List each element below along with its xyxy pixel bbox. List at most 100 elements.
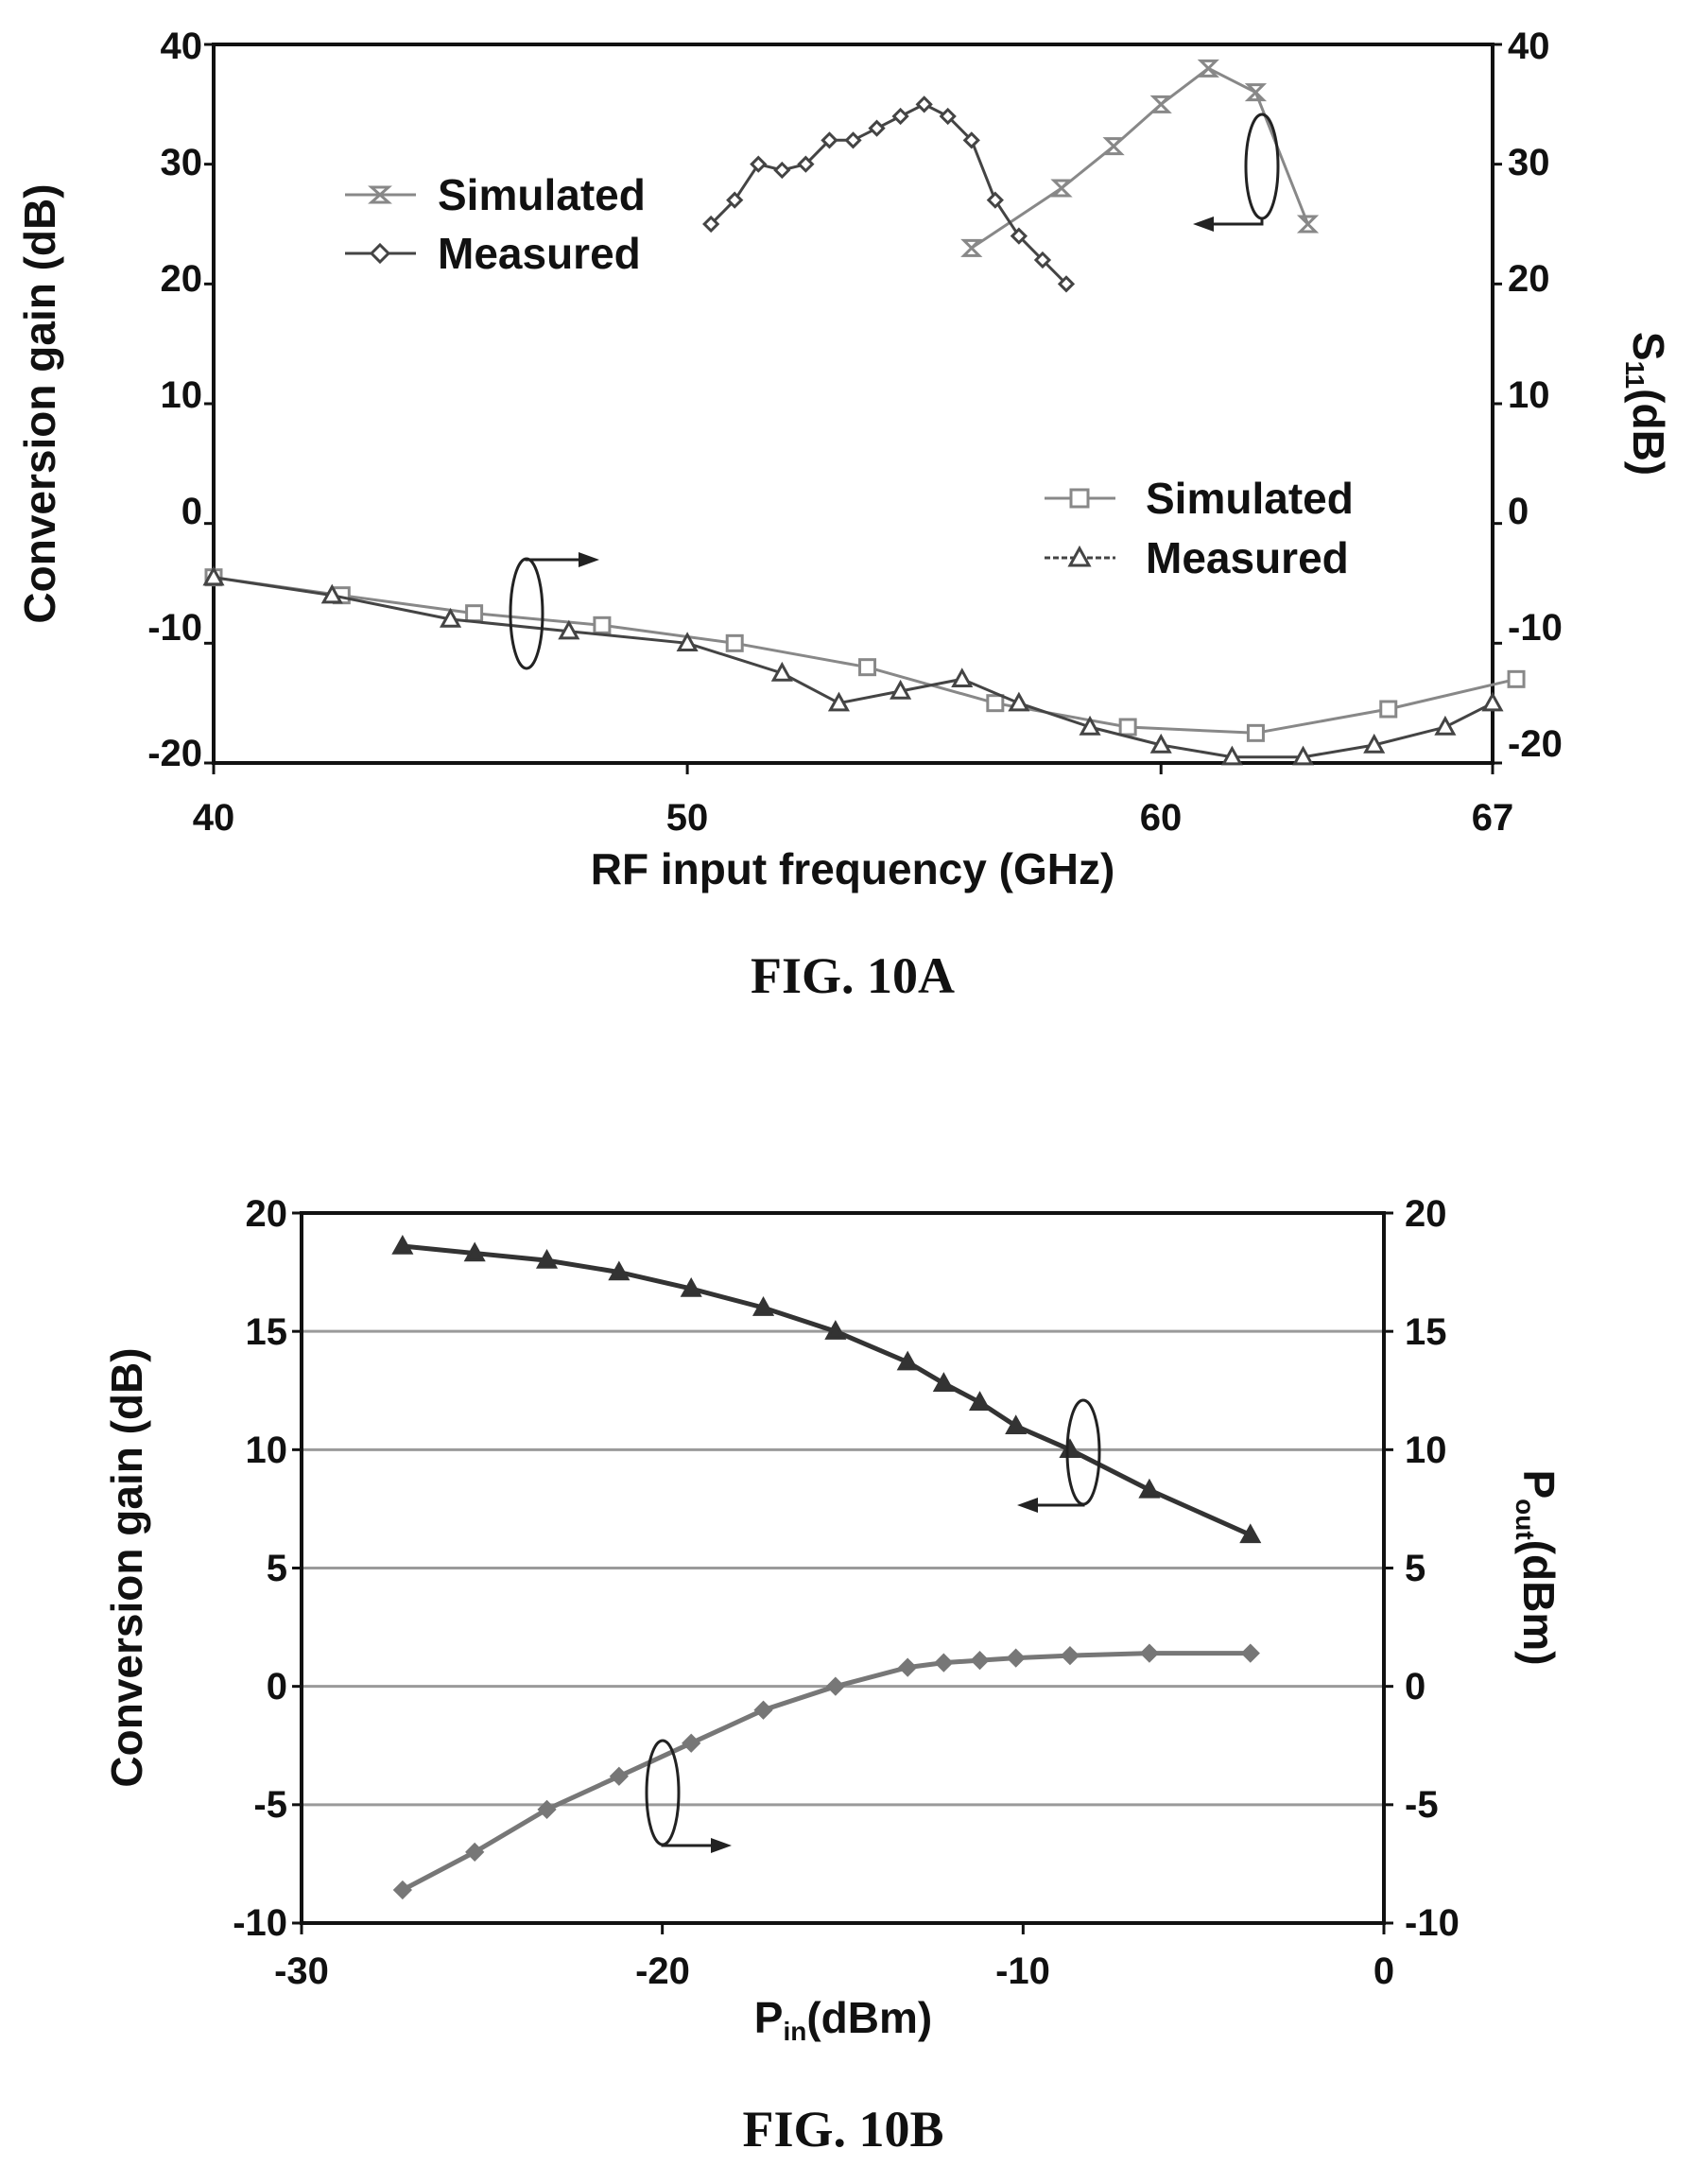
fig10a-axis-indicator-right: [509, 552, 599, 670]
axis-indicator-ellipse: [509, 557, 544, 670]
data-point-square: [1379, 700, 1398, 719]
fig10a-legend-bottom: Simulated Measured: [1045, 474, 1354, 582]
data-point-triangle: [968, 1391, 992, 1411]
fig10b-y-right-label-main: P: [1514, 1469, 1563, 1499]
series-diamond: [702, 95, 1076, 293]
fig10a-y-right-tick: 20: [1508, 258, 1550, 300]
series-diamond: [392, 1643, 1260, 1900]
data-point-diamond: [609, 1766, 629, 1786]
legend-square-marker: [1069, 488, 1090, 509]
data-point-square: [1118, 718, 1137, 737]
fig10a-x-ticks: 40 50 60 67: [193, 797, 1514, 839]
fig-10b: 20 15 10 5 0 -5 -10 20 15 10 5 0 -5 -10 …: [102, 1193, 1563, 2158]
fig10a-plot-frame: [212, 43, 1494, 765]
data-point-hourglass: [1197, 59, 1219, 78]
data-point-square: [593, 615, 612, 634]
fig10a-y-left-tick: -20: [147, 733, 202, 774]
fig10b-gridlines: [302, 1329, 1384, 1807]
fig10a-tick-marks: [204, 43, 1502, 774]
axis-indicator-leader: [661, 1844, 726, 1847]
fig10a-y-left-ticks: 40 30 20 10 0 -10 -20: [147, 26, 202, 774]
data-point-diamond: [753, 1700, 773, 1720]
data-point-diamond: [537, 1799, 557, 1819]
fig10b-y-right-label-unit: (dBm): [1514, 1540, 1563, 1666]
fig10b-y-right-tick: 15: [1405, 1311, 1447, 1353]
data-point-hourglass: [1050, 179, 1073, 198]
series-line: [401, 1651, 1251, 1893]
data-point-diamond: [773, 161, 791, 180]
fig10b-caption: FIG. 10B: [742, 2101, 943, 2158]
fig10a-x-tick: 40: [193, 797, 235, 839]
series-triangle: [202, 565, 1504, 766]
data-point-diamond: [1033, 251, 1052, 269]
data-point-triangle: [824, 1320, 847, 1340]
fig10b-y-left-tick: -10: [233, 1902, 287, 1944]
data-point-square: [465, 604, 484, 623]
fig10a-y-right-tick: -10: [1508, 607, 1563, 649]
fig10b-x-tick: -20: [635, 1950, 690, 1992]
arrow-right-icon: [711, 1838, 732, 1853]
axis-indicator-leader: [1023, 1503, 1085, 1507]
fig10a-y-left-label: Conversion gain (dB): [15, 183, 64, 623]
fig10b-axis-indicator-left: [1017, 1398, 1101, 1513]
series-line: [710, 102, 1068, 286]
data-point-hourglass: [960, 238, 983, 257]
fig10a-y-left-tick: -10: [147, 607, 202, 649]
fig10a-y-right-label: S11(dB): [1620, 332, 1673, 476]
data-point-diamond: [726, 191, 744, 209]
data-point-diamond: [702, 215, 720, 234]
data-point-triangle: [1292, 745, 1315, 766]
fig10a-y-left-tick: 10: [161, 374, 203, 416]
data-point-triangle: [202, 565, 225, 586]
data-point-hourglass: [1149, 95, 1172, 113]
fig10b-x-axis-label: Pin(dBm): [754, 1993, 932, 2046]
data-point-triangle: [890, 679, 912, 700]
series-line: [402, 1243, 1252, 1537]
fig10b-y-right-tick: -5: [1405, 1784, 1439, 1826]
series-hourglass: [960, 59, 1320, 257]
data-point-diamond: [891, 107, 909, 126]
fig10a-y-right-tick: 0: [1508, 491, 1529, 532]
data-point-diamond: [821, 131, 838, 149]
legend-hourglass-marker: [368, 185, 392, 204]
fig10b-x-tick: 0: [1373, 1950, 1394, 1992]
data-point-diamond: [465, 1842, 485, 1863]
fig10a-y-right-tick: 40: [1508, 26, 1550, 67]
data-point-triangle: [1008, 691, 1030, 712]
fig10a-y-left-tick: 30: [161, 142, 203, 183]
fig10b-y-left-tick: 5: [267, 1548, 287, 1589]
fig10a-y-right-label-main: S: [1624, 332, 1673, 361]
data-point-diamond: [825, 1676, 845, 1696]
series-square: [204, 568, 1526, 742]
data-point-triangle: [391, 1234, 414, 1255]
fig10b-y-left-ticks: 20 15 10 5 0 -5 -10: [233, 1193, 287, 1944]
data-point-square: [1507, 669, 1526, 688]
fig10b-axis-indicator-right: [645, 1739, 732, 1853]
fig10a-y-left-tick: 0: [181, 491, 202, 532]
fig10b-x-ticks: -30 -20 -10 0: [274, 1950, 1394, 1992]
data-point-triangle: [320, 583, 343, 604]
data-point-triangle: [896, 1350, 919, 1371]
data-point-diamond: [934, 1653, 954, 1673]
series-line: [213, 576, 1517, 735]
axis-indicator-leader: [525, 558, 594, 562]
data-point-triangle: [751, 1296, 775, 1316]
fig10b-y-left-tick: 15: [246, 1311, 288, 1353]
arrow-left-icon: [1017, 1498, 1038, 1513]
data-point-triangle: [440, 607, 462, 628]
fig10a-legend-item-label: Simulated: [1146, 474, 1354, 523]
fig10a-legend-top: Simulated Measured: [345, 170, 646, 278]
data-point-triangle: [770, 661, 793, 682]
data-point-hourglass: [1102, 137, 1125, 156]
fig10a-y-left-tick: 40: [161, 26, 203, 67]
data-point-triangle: [1149, 733, 1172, 754]
fig10b-tick-marks: [292, 1211, 1393, 1934]
data-point-hourglass: [1244, 83, 1268, 102]
fig10a-y-right-label-unit: (dB): [1624, 389, 1673, 476]
data-point-triangle: [558, 619, 580, 640]
data-point-triangle: [1239, 1523, 1262, 1544]
data-point-diamond: [962, 131, 980, 149]
fig10b-y-right-tick: -10: [1405, 1902, 1460, 1944]
data-point-diamond: [986, 191, 1004, 209]
